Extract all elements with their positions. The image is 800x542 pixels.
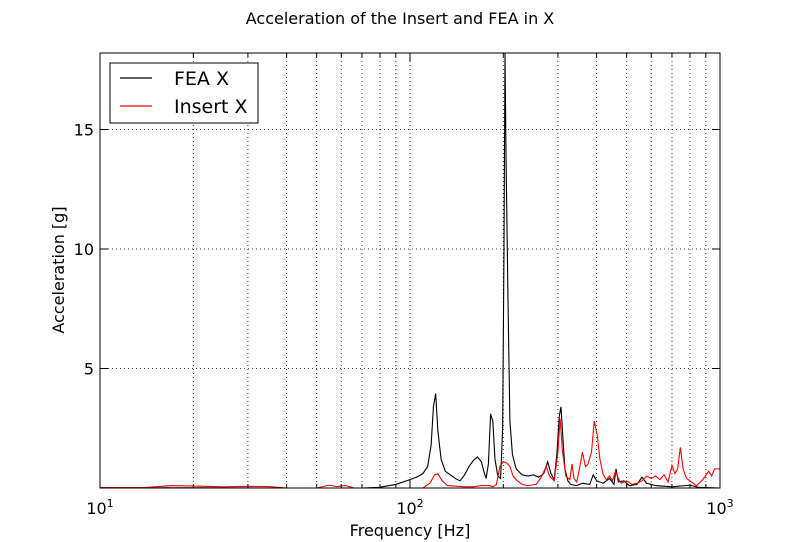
y-tick-label: 10 <box>74 240 94 259</box>
x-axis-label: Frequency [Hz] <box>350 521 471 540</box>
axis-ticks: 101 102 103 5 10 15 <box>74 53 734 518</box>
legend-label: Insert X <box>174 96 248 118</box>
legend-label: FEA X <box>174 68 229 90</box>
x-tick-label: 103 <box>706 497 733 518</box>
grid-lines <box>100 53 720 488</box>
series-line-fea-x <box>100 52 721 489</box>
x-tick-label: 102 <box>396 497 423 518</box>
chart-title: Acceleration of the Insert and FEA in X <box>246 9 555 28</box>
y-tick-label: 15 <box>74 120 94 139</box>
y-axis-label: Acceleration [g] <box>49 206 68 333</box>
legend: FEA X Insert X <box>109 62 259 124</box>
y-tick-label: 5 <box>84 359 94 378</box>
x-tick-label: 101 <box>86 497 113 518</box>
legend-box <box>109 62 259 124</box>
